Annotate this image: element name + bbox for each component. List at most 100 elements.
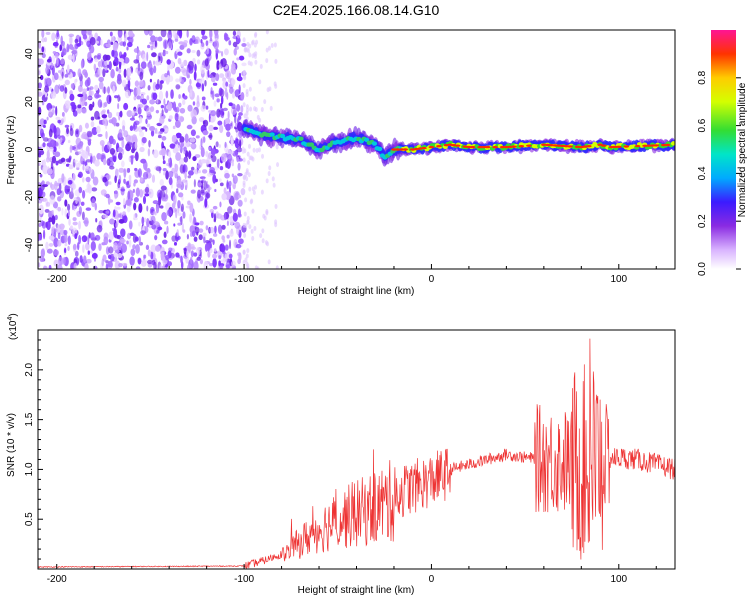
noise-blob [212, 253, 218, 259]
noise-blob [210, 110, 217, 117]
noise-blob [265, 58, 269, 64]
noise-blob [206, 184, 209, 189]
noise-blob [52, 41, 59, 47]
noise-blob [210, 76, 216, 83]
noise-blob [38, 152, 42, 158]
noise-blob [129, 117, 136, 121]
noise-blob [70, 83, 75, 89]
noise-blob [174, 119, 181, 128]
noise-blob [41, 100, 45, 106]
noise-blob [180, 255, 183, 264]
noise-blob [117, 94, 121, 103]
noise-blob [64, 73, 69, 78]
noise-blob [158, 90, 164, 101]
noise-blob [161, 197, 167, 202]
noise-blob [155, 109, 160, 114]
noise-blob [160, 148, 166, 157]
noise-blob [132, 244, 136, 250]
noise-blob [246, 265, 250, 269]
noise-blob [272, 182, 276, 188]
noise-blob [244, 257, 248, 263]
noise-blob [255, 147, 259, 153]
ridge-core [298, 136, 304, 141]
y-tick-label: 1.5 [24, 412, 35, 426]
noise-blob [126, 205, 131, 213]
noise-blob [88, 103, 93, 111]
noise-blob [136, 86, 141, 96]
noise-blob [89, 90, 94, 96]
noise-blob [177, 212, 182, 216]
noise-blob [246, 41, 250, 47]
noise-blob [226, 131, 231, 138]
noise-blob [114, 193, 118, 200]
noise-blob [240, 91, 245, 101]
noise-blob [265, 208, 269, 214]
noise-blob [108, 61, 112, 71]
noise-blob [178, 102, 182, 108]
noise-blob [219, 182, 224, 187]
x-tick-label: -200 [47, 574, 67, 585]
noise-blob [67, 245, 70, 252]
noise-blob [241, 62, 247, 67]
noise-blob [245, 107, 249, 113]
noise-blob [148, 30, 153, 37]
noise-blob [253, 32, 257, 38]
noise-blob [225, 261, 231, 269]
noise-blob [90, 241, 96, 251]
noise-blob [248, 186, 252, 192]
noise-blob [224, 172, 230, 179]
noise-blob [77, 142, 83, 149]
noise-blob [157, 52, 163, 57]
y-tick-label: 2.0 [24, 362, 35, 376]
ridge-peak [469, 145, 476, 149]
noise-blob [221, 193, 227, 201]
noise-blob [69, 127, 74, 137]
noise-blob [167, 75, 174, 83]
noise-blob [69, 225, 73, 230]
noise-blob [159, 205, 164, 209]
noise-blob [104, 66, 108, 72]
noise-blob [210, 87, 213, 94]
noise-blob [89, 37, 96, 46]
noise-blob [146, 51, 149, 62]
noise-blob [249, 61, 253, 67]
noise-blob [66, 127, 69, 135]
noise-blob [75, 78, 78, 83]
noise-blob [118, 218, 125, 224]
noise-blob [154, 234, 158, 241]
noise-blob [224, 253, 228, 263]
noise-blob [155, 36, 159, 42]
noise-blob [187, 104, 193, 112]
noise-blob [170, 89, 174, 100]
noise-blob [220, 103, 223, 109]
noise-blob [207, 172, 213, 177]
noise-blob [139, 146, 145, 153]
noise-blob [228, 239, 232, 250]
noise-blob [236, 147, 243, 153]
noise-blob [245, 92, 249, 98]
noise-blob [166, 59, 171, 65]
noise-blob [216, 98, 220, 103]
noise-blob [67, 54, 74, 60]
noise-blob [48, 242, 54, 247]
noise-blob [64, 79, 70, 86]
noise-blob [110, 41, 114, 45]
noise-blob [86, 258, 92, 264]
noise-blob [232, 35, 238, 40]
noise-blob [190, 109, 196, 120]
noise-blob [224, 244, 229, 251]
noise-blob [104, 59, 110, 67]
noise-blob [112, 209, 116, 218]
noise-blob [138, 235, 142, 245]
noise-blob [193, 179, 196, 188]
ridge-peak [653, 144, 660, 147]
noise-blob [81, 108, 87, 114]
noise-blob [38, 92, 41, 96]
ridge-core [364, 137, 370, 142]
noise-blob [128, 176, 132, 186]
noise-blob [144, 193, 150, 197]
noise-blob [118, 112, 123, 117]
noise-blob [46, 116, 49, 121]
noise-blob [198, 228, 204, 233]
noise-blob [247, 160, 251, 166]
